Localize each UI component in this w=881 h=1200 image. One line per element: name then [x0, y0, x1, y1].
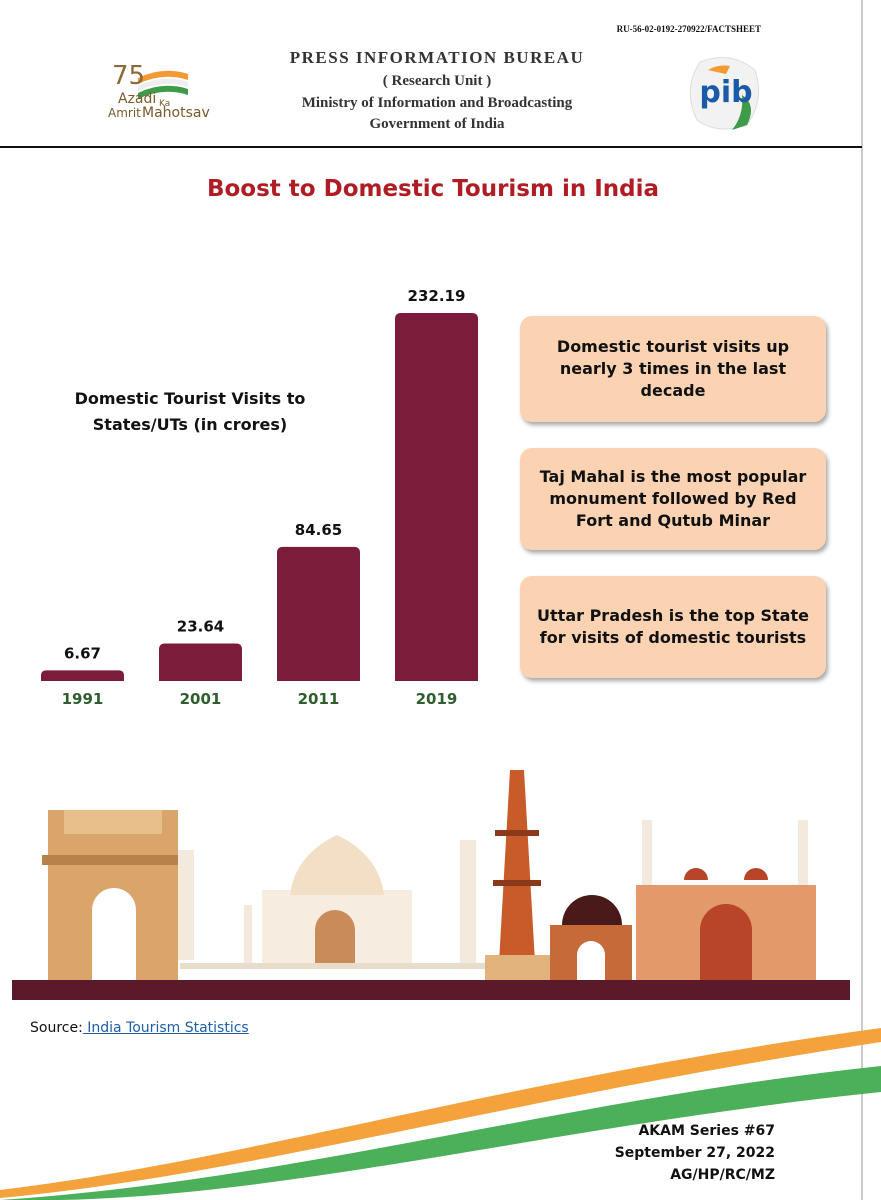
- monuments-illustration: [12, 770, 850, 1000]
- authors: AG/HP/RC/MZ: [670, 1167, 775, 1183]
- logo-text: Amrit: [108, 106, 141, 120]
- logo-text: Mahotsav: [142, 105, 210, 121]
- highlight-box: Uttar Pradesh is the top State for visit…: [520, 576, 826, 678]
- value-label: 232.19: [408, 287, 466, 305]
- akam-logo: 75 Azadi Ka Amrit Mahotsav: [108, 61, 210, 121]
- x-tick-label: 2001: [180, 690, 222, 708]
- chart-title: Boost to Domestic Tourism in India: [206, 176, 660, 202]
- x-tick-label: 2011: [298, 690, 340, 708]
- bar: [277, 546, 360, 681]
- green-wave: [0, 1066, 881, 1200]
- bar: [159, 643, 242, 681]
- value-label: 6.67: [64, 644, 101, 662]
- bar: [41, 670, 124, 681]
- ministry-name: Ministry of Information and Broadcasting: [301, 95, 573, 111]
- logo-text: Azadi: [118, 91, 156, 107]
- reference-code: RU-56-02-0192-270922/FACTSHEET: [616, 24, 761, 34]
- source: Source: India Tourism Statistics: [30, 1020, 249, 1036]
- government-name: Government of India: [369, 116, 505, 132]
- chart-label: Domestic Tourist Visits to States/UTs (i…: [74, 389, 306, 434]
- source-link[interactable]: India Tourism Statistics: [82, 1020, 249, 1036]
- x-tick-label: 1991: [62, 690, 104, 708]
- pib-logo: pib: [689, 57, 760, 130]
- highlight-box: Taj Mahal is the most popular monument f…: [520, 448, 826, 550]
- value-label: 84.65: [295, 521, 342, 539]
- bar: [395, 312, 478, 681]
- source-label: Source:: [30, 1020, 83, 1036]
- highlight-box: Domestic tourist visits up nearly 3 time…: [520, 316, 826, 422]
- org-name: PRESS INFORMATION BUREAU: [289, 48, 585, 67]
- logo-text: pib: [699, 75, 752, 110]
- orange-wave: [0, 1028, 881, 1198]
- series-number: AKAM Series #67: [638, 1123, 775, 1139]
- value-label: 23.64: [177, 618, 224, 636]
- logo-number: 75: [112, 61, 145, 91]
- x-tick-label: 2019: [416, 690, 458, 708]
- unit-name: ( Research Unit ): [382, 73, 492, 89]
- date: September 27, 2022: [614, 1145, 775, 1161]
- logo-text: Ka: [159, 99, 170, 109]
- footer: AKAM Series #67 September 27, 2022 AG/HP…: [615, 1120, 775, 1186]
